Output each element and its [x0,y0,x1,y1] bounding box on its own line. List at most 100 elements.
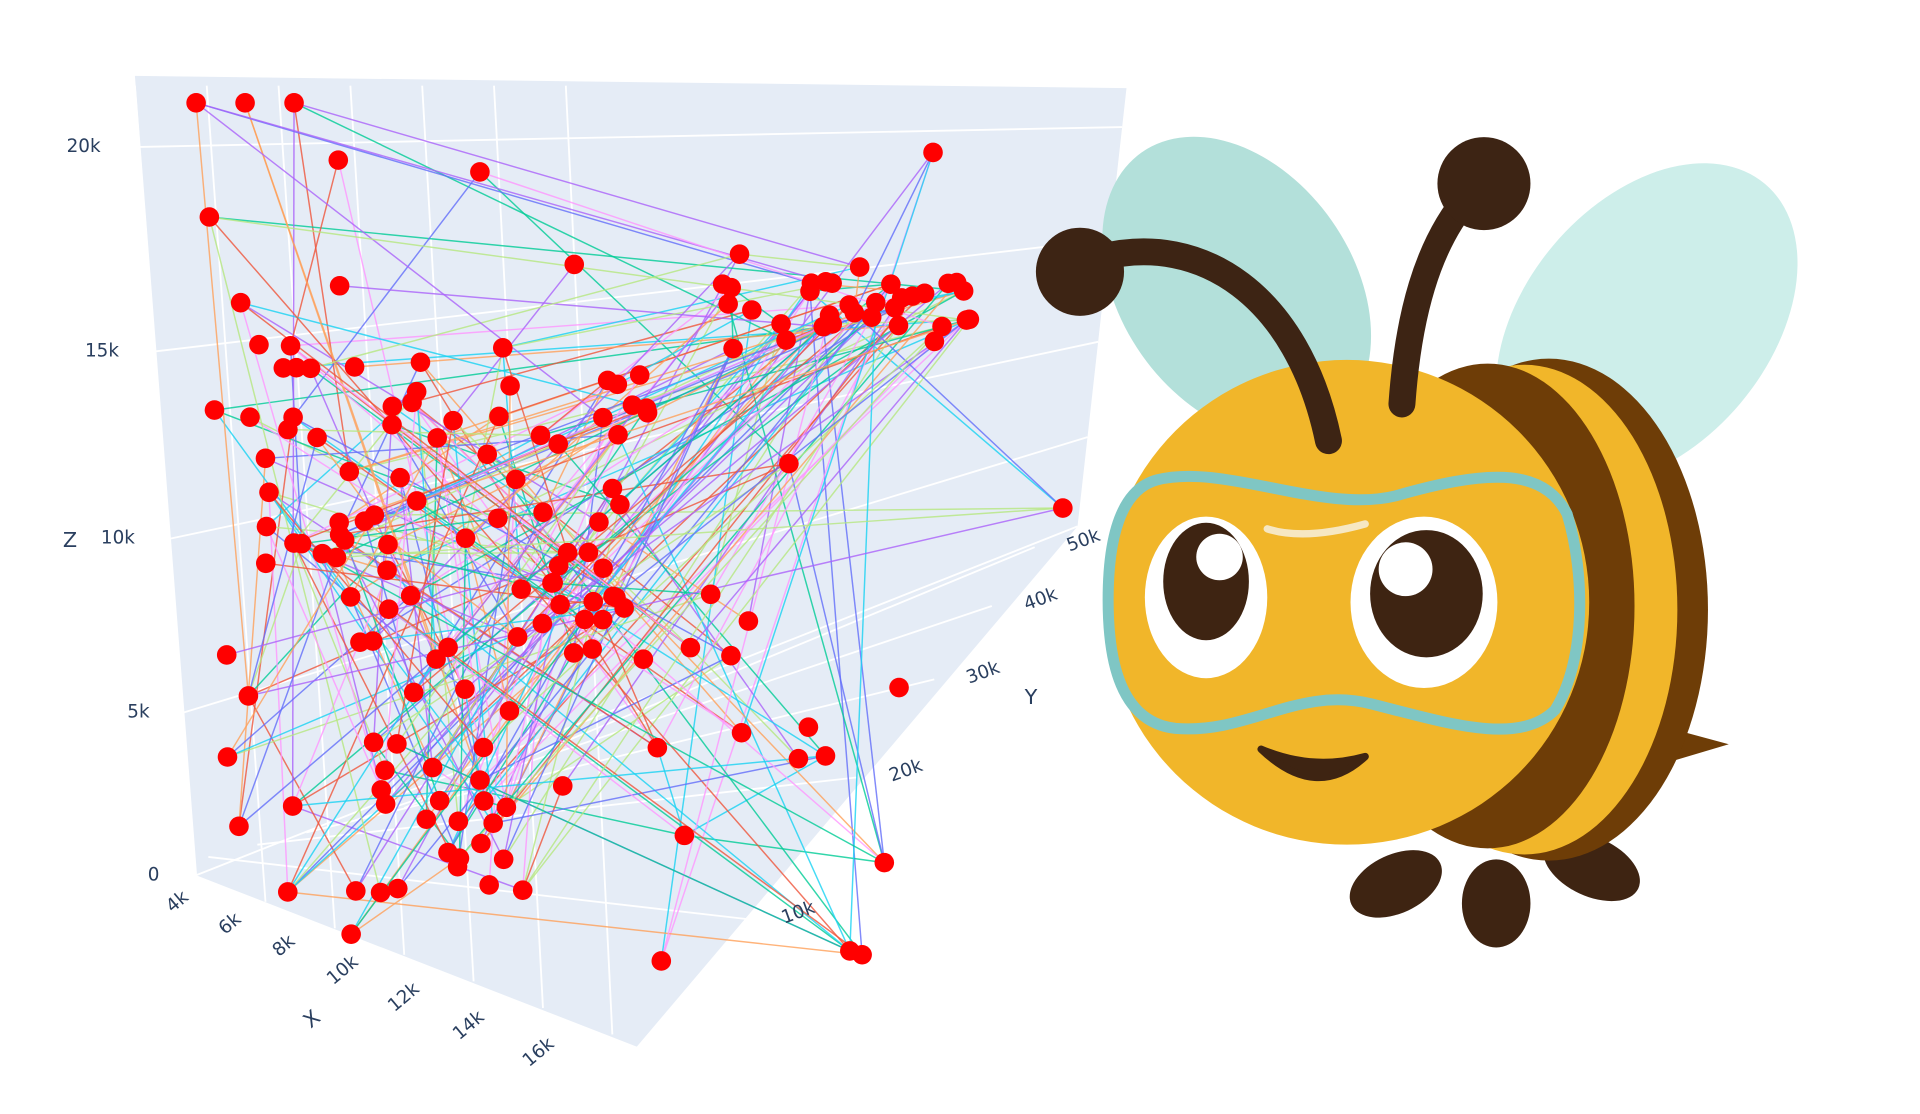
network-node [849,257,870,277]
network-edge [349,437,438,598]
network-node [483,813,503,834]
eye-highlight [1378,542,1433,597]
network-node [788,748,809,769]
antenna [1088,238,1342,455]
network-node [479,875,499,895]
network-edge [557,443,827,757]
network-edge [247,437,318,697]
leg [1461,859,1531,948]
network-node [721,645,741,666]
network-node [340,587,361,607]
network-edge [391,424,519,638]
x-tick-label: 14k [449,1006,489,1044]
network-edge [292,416,561,606]
network-edge [248,507,1063,697]
network-edge [413,302,877,694]
network-node [273,358,294,378]
network-node [240,407,260,428]
network-node [334,530,355,550]
network-edge [195,102,812,284]
network-edge [350,619,586,935]
network-edge [226,514,376,758]
network-node [647,737,668,758]
network-node [378,534,398,555]
mouth [1257,745,1369,782]
network-edge [292,171,481,418]
network-node [470,770,490,790]
network-node [511,579,532,600]
network-node [723,338,743,359]
network-node [583,591,604,612]
network-node [779,453,799,474]
grid-line [133,85,198,876]
network-edge [293,102,860,268]
network-node [589,512,609,532]
network-edge [265,526,382,791]
network-node [564,254,585,275]
network-edge [292,805,523,891]
z-tick-label: 15k [85,340,119,361]
network-node [603,586,623,607]
network-edge [396,434,619,745]
network-edge [301,543,885,864]
network-node [390,467,410,488]
plot-3d: Z X Y 05k10k15k20k4k6k8k10k12k14k16k10k2… [63,75,1127,1071]
network-node [307,427,327,448]
network-node [557,542,578,563]
network-node [574,609,595,630]
goggle-shine [1263,520,1369,538]
network-node [881,274,901,294]
network-edge [521,623,544,891]
network-node [729,244,750,264]
network-node [533,502,553,523]
network-edge [388,608,851,952]
network-node [255,553,276,574]
network-node [230,292,251,313]
network-node [350,632,370,652]
network-node [493,849,514,870]
network-edge [266,525,568,554]
network-node [471,833,491,854]
network-node [410,352,431,373]
network-edge [822,326,886,863]
network-node [455,528,476,549]
network-edge [522,318,970,891]
network-edge [619,504,800,760]
network-edge [289,345,303,544]
network-node [364,505,385,525]
network-edge [384,391,418,771]
grid-line [257,776,858,846]
network-node [488,508,508,529]
z-axis-title: Z [63,528,77,552]
network-edge [355,511,544,892]
antenna-tip [1035,227,1125,316]
network-node [496,797,517,818]
network-edge [247,695,357,892]
network-edge [849,302,877,951]
network-edge [439,604,561,802]
network-edge [458,326,943,859]
network-edge [416,318,970,502]
network-node [815,746,836,766]
network-edge [384,769,685,837]
stinger [1671,732,1729,762]
network-node [822,314,843,334]
network-node [375,760,395,781]
x-tick-label: 10k [323,951,363,989]
network-node [329,275,350,296]
x-axis-title: X [299,1005,325,1033]
network-node [932,316,952,337]
y-axis-title: Y [1024,685,1038,709]
network-node [550,594,570,615]
network-node [344,357,365,377]
network-node [512,880,533,900]
network-edge [287,428,541,437]
network-node [255,448,276,469]
network-edge [359,295,913,643]
antenna-tip [1437,137,1531,231]
network-node [326,547,347,568]
network-node [885,298,905,318]
network-node [543,572,564,593]
network-node [592,609,613,630]
network-node [718,294,738,314]
